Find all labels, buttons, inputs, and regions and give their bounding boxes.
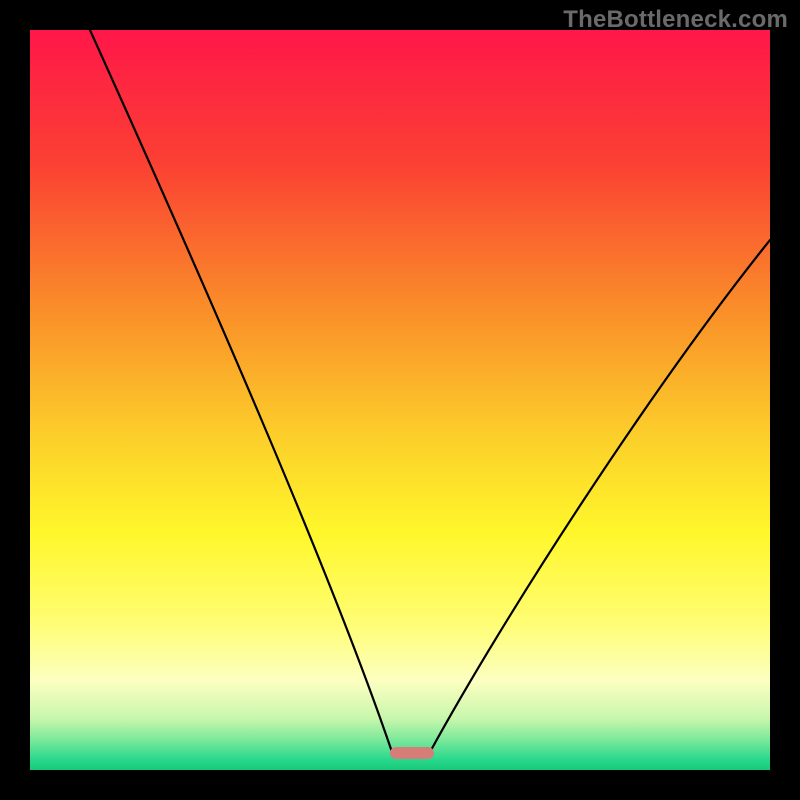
optimal-zone-marker <box>390 747 434 759</box>
bottleneck-curve <box>90 30 770 752</box>
plot-area <box>30 30 770 770</box>
curve-svg <box>30 30 770 770</box>
chart-frame: TheBottleneck.com <box>0 0 800 800</box>
watermark-text: TheBottleneck.com <box>563 6 788 34</box>
